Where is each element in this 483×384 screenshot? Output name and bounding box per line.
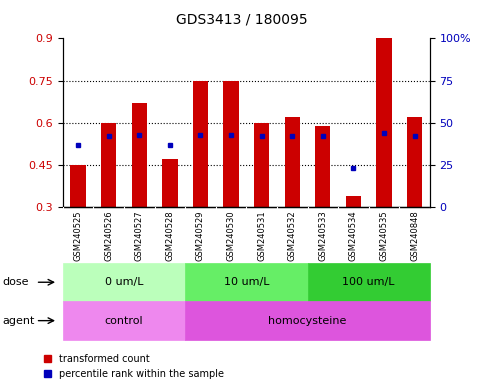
Text: GDS3413 / 180095: GDS3413 / 180095 [176, 12, 307, 26]
Bar [71, 165, 86, 207]
Bar [254, 123, 270, 207]
Text: GSM240529: GSM240529 [196, 210, 205, 261]
Bar [315, 126, 330, 207]
Bar [162, 159, 177, 207]
Legend: transformed count, percentile rank within the sample: transformed count, percentile rank withi… [43, 354, 224, 379]
Bar [193, 81, 208, 207]
Text: GSM240528: GSM240528 [165, 210, 174, 261]
Bar [101, 123, 116, 207]
Text: control: control [105, 316, 143, 326]
Bar [131, 103, 147, 207]
Bar [376, 38, 392, 207]
Text: GSM240531: GSM240531 [257, 210, 266, 261]
Text: 10 um/L: 10 um/L [224, 277, 269, 287]
Text: GSM240526: GSM240526 [104, 210, 113, 261]
Text: GSM240530: GSM240530 [227, 210, 236, 261]
Text: 0 um/L: 0 um/L [105, 277, 143, 287]
Bar [346, 196, 361, 207]
Text: 100 um/L: 100 um/L [342, 277, 395, 287]
Bar [407, 117, 422, 207]
Text: dose: dose [2, 277, 29, 287]
Text: agent: agent [2, 316, 35, 326]
Text: GSM240532: GSM240532 [288, 210, 297, 261]
Text: GSM240848: GSM240848 [410, 210, 419, 261]
Text: GSM240527: GSM240527 [135, 210, 144, 261]
Text: GSM240535: GSM240535 [380, 210, 388, 261]
Text: GSM240534: GSM240534 [349, 210, 358, 261]
Text: GSM240533: GSM240533 [318, 210, 327, 261]
Bar [284, 117, 300, 207]
Text: homocysteine: homocysteine [269, 316, 347, 326]
Text: GSM240525: GSM240525 [73, 210, 83, 261]
Bar [223, 81, 239, 207]
